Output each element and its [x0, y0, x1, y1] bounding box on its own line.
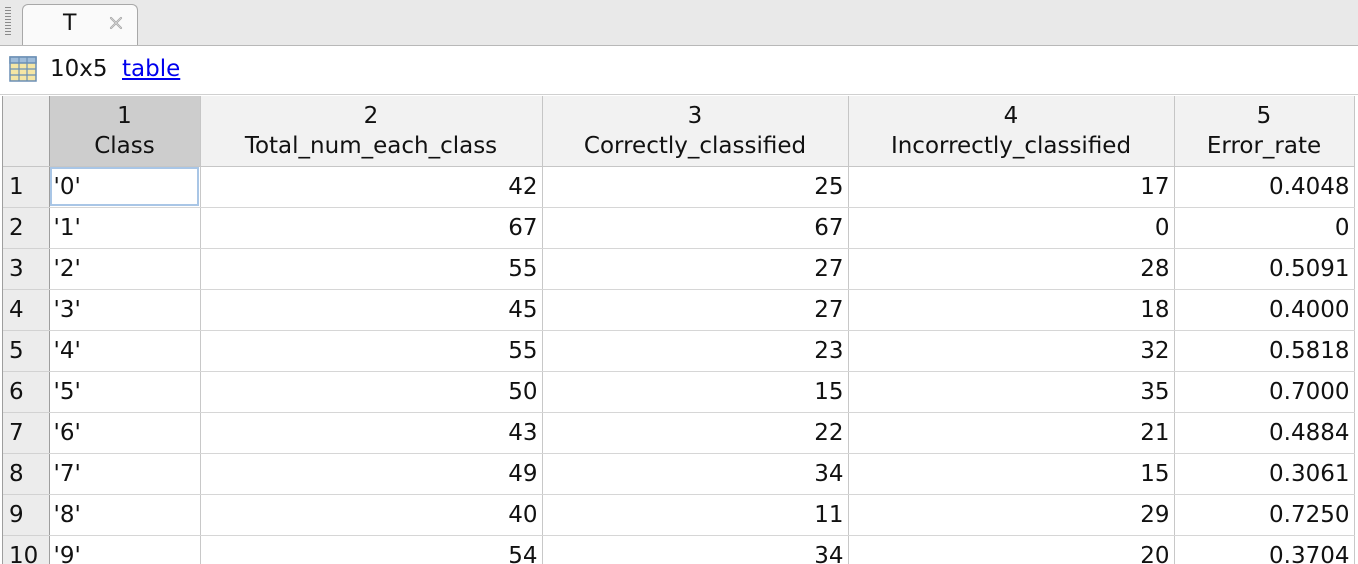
table-cell[interactable]: 27: [542, 289, 849, 331]
drag-grip-icon[interactable]: [5, 7, 11, 37]
table-cell[interactable]: 0.5818: [1174, 330, 1355, 372]
table-cell[interactable]: 15: [542, 371, 849, 413]
table-cell[interactable]: 23: [542, 330, 849, 372]
document-tabstrip: T: [0, 0, 1358, 46]
table-cell[interactable]: 20: [848, 535, 1175, 564]
table-cell[interactable]: 0.5091: [1174, 248, 1355, 290]
table-cell[interactable]: 0.3704: [1174, 535, 1355, 564]
table-cell[interactable]: '4': [49, 330, 201, 372]
column-index: 5: [1256, 102, 1272, 129]
table-cell[interactable]: 49: [200, 453, 543, 495]
row-header[interactable]: 8: [3, 453, 50, 495]
row-header[interactable]: 5: [3, 330, 50, 372]
table-cell[interactable]: 54: [200, 535, 543, 564]
table-cell[interactable]: 32: [848, 330, 1175, 372]
table-cell[interactable]: 0.4000: [1174, 289, 1355, 331]
close-icon[interactable]: [107, 14, 125, 32]
column-header-row: 1 Class 2 Total_num_each_class 3 Correct…: [3, 96, 1355, 167]
column-header-2[interactable]: 2 Total_num_each_class: [200, 96, 543, 167]
table-cell[interactable]: 21: [848, 412, 1175, 454]
table-dimensions: 10x5: [50, 56, 108, 82]
table-cell[interactable]: '1': [49, 207, 201, 249]
column-name: Total_num_each_class: [244, 132, 498, 159]
table-cell[interactable]: 55: [200, 248, 543, 290]
table-cell[interactable]: 0.7250: [1174, 494, 1355, 536]
column-header-5[interactable]: 5 Error_rate: [1174, 96, 1355, 167]
column-header-4[interactable]: 4 Incorrectly_classified: [848, 96, 1175, 167]
table-row: 8 '7' 49 34 15 0.3061: [3, 453, 1355, 495]
table-cell[interactable]: 28: [848, 248, 1175, 290]
table-cell[interactable]: '3': [49, 289, 201, 331]
column-header-1[interactable]: 1 Class: [49, 96, 201, 167]
table-cell[interactable]: 11: [542, 494, 849, 536]
table-cell[interactable]: 45: [200, 289, 543, 331]
table-cell[interactable]: '7': [49, 453, 201, 495]
table-row: 2 '1' 67 67 0 0: [3, 207, 1355, 249]
row-header[interactable]: 1: [3, 166, 50, 208]
table-cell[interactable]: 55: [200, 330, 543, 372]
tab-T[interactable]: T: [22, 4, 138, 45]
table-row: 4 '3' 45 27 18 0.4000: [3, 289, 1355, 331]
table-cell[interactable]: 15: [848, 453, 1175, 495]
row-header[interactable]: 10: [3, 535, 50, 564]
row-header[interactable]: 7: [3, 412, 50, 454]
table-cell[interactable]: 25: [542, 166, 849, 208]
row-header[interactable]: 3: [3, 248, 50, 290]
column-index: 3: [687, 102, 703, 129]
row-header[interactable]: 9: [3, 494, 50, 536]
table-cell[interactable]: 50: [200, 371, 543, 413]
table-cell[interactable]: 0: [848, 207, 1175, 249]
table-cell[interactable]: 67: [200, 207, 543, 249]
column-name: Incorrectly_classified: [890, 132, 1132, 159]
table-cell[interactable]: 0.4048: [1174, 166, 1355, 208]
table-cell[interactable]: 17: [848, 166, 1175, 208]
table-cell[interactable]: 27: [542, 248, 849, 290]
table-cell[interactable]: 34: [542, 453, 849, 495]
table-cell[interactable]: 0.3061: [1174, 453, 1355, 495]
table-cell[interactable]: 35: [848, 371, 1175, 413]
table-cell[interactable]: '9': [49, 535, 201, 564]
table-row: 6 '5' 50 15 35 0.7000: [3, 371, 1355, 413]
table-cell[interactable]: 0.7000: [1174, 371, 1355, 413]
corner-cell[interactable]: [3, 96, 50, 167]
table-grid-icon: [9, 56, 37, 82]
column-header-3[interactable]: 3 Correctly_classified: [542, 96, 849, 167]
column-index: 4: [1003, 102, 1019, 129]
table-cell[interactable]: 29: [848, 494, 1175, 536]
table-cell[interactable]: 40: [200, 494, 543, 536]
data-table: 1 Class 2 Total_num_each_class 3 Correct…: [3, 96, 1355, 564]
table-cell[interactable]: 43: [200, 412, 543, 454]
table-cell[interactable]: '0': [49, 166, 201, 208]
table-row: 1 '0' 42 25 17 0.4048: [3, 166, 1355, 208]
class-type-link[interactable]: table: [122, 56, 181, 82]
column-index: 1: [117, 102, 132, 129]
variable-info-bar: 10x5 table: [0, 46, 1358, 95]
table-cell[interactable]: 42: [200, 166, 543, 208]
row-header[interactable]: 6: [3, 371, 50, 413]
table-cell[interactable]: 34: [542, 535, 849, 564]
table-cell[interactable]: 0.4884: [1174, 412, 1355, 454]
table-row: 9 '8' 40 11 29 0.7250: [3, 494, 1355, 536]
table-cell[interactable]: '2': [49, 248, 201, 290]
table-row: 5 '4' 55 23 32 0.5818: [3, 330, 1355, 372]
tab-label: T: [63, 11, 77, 36]
table-row: 3 '2' 55 27 28 0.5091: [3, 248, 1355, 290]
table-cell[interactable]: 22: [542, 412, 849, 454]
table-cell[interactable]: 18: [848, 289, 1175, 331]
row-header[interactable]: 2: [3, 207, 50, 249]
table-cell[interactable]: '8': [49, 494, 201, 536]
column-name: Class: [94, 132, 155, 159]
column-name: Correctly_classified: [583, 132, 807, 159]
table-cell[interactable]: 0: [1174, 207, 1355, 249]
column-index: 2: [363, 102, 379, 129]
table-row: 7 '6' 43 22 21 0.4884: [3, 412, 1355, 454]
row-header[interactable]: 4: [3, 289, 50, 331]
table-cell[interactable]: '6': [49, 412, 201, 454]
table-grid: 1 Class 2 Total_num_each_class 3 Correct…: [2, 96, 1358, 564]
column-name: Error_rate: [1206, 132, 1322, 159]
table-cell[interactable]: 67: [542, 207, 849, 249]
table-cell[interactable]: '5': [49, 371, 201, 413]
table-row: 10 '9' 54 34 20 0.3704: [3, 535, 1355, 564]
